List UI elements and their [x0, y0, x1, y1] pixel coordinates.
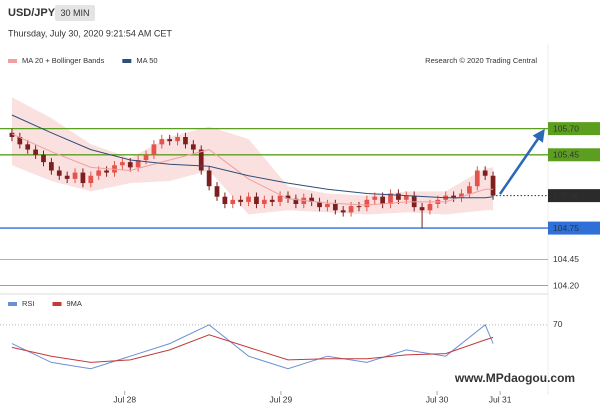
candle-body [277, 195, 283, 202]
timestamp: Thursday, July 30, 2020 9:21:54 AM CET [8, 28, 172, 38]
candle-body [451, 195, 456, 198]
x-tick-label: Jul 30 [426, 394, 449, 404]
rsi-panel: 70 Jul 28 Jul 29 Jul 30 Jul 31 RSI 9MA [0, 299, 563, 404]
candle-body [372, 196, 378, 200]
legend-label: MA 50 [136, 56, 157, 65]
y-tick-label: 70 [553, 319, 563, 329]
candle-body [411, 195, 417, 208]
legend-label: 9MA [67, 299, 82, 308]
candle-body [119, 162, 125, 166]
candle-body [254, 196, 259, 205]
level-label: 105.70 [553, 123, 579, 133]
candle-body [72, 172, 78, 179]
candle-body [135, 160, 141, 168]
symbol: USD/JPY [8, 7, 56, 19]
level-badge [548, 221, 600, 235]
candle-body [269, 199, 275, 202]
candle-body [64, 175, 70, 179]
candle-body [482, 170, 488, 176]
candle-body [490, 175, 496, 196]
indicator-line [11, 334, 494, 363]
candle-body [396, 193, 401, 200]
candle-body [293, 198, 299, 205]
candle-body [143, 154, 149, 161]
candle-body [9, 132, 15, 137]
candle-body [190, 144, 196, 150]
legend-label: MA 20 + Bollinger Bands [22, 56, 105, 65]
candle-body [459, 193, 464, 198]
candle-body [96, 170, 102, 176]
candle-body [317, 201, 322, 208]
candle-body [261, 199, 267, 205]
candle-body [356, 206, 362, 208]
legend-label: RSI [22, 299, 35, 308]
candle-body [127, 162, 133, 168]
legend-swatch [122, 59, 132, 63]
level-badge [548, 122, 600, 136]
candle-body [17, 136, 23, 145]
candle-body [88, 175, 94, 184]
level-label: 105.45 [553, 150, 579, 160]
level-label: 105.06 [553, 190, 579, 200]
candle-body [246, 196, 251, 202]
candle-body [340, 210, 346, 213]
candle-body [49, 162, 54, 171]
candle-body [388, 193, 393, 205]
candle-body [474, 170, 480, 187]
candle-body [175, 136, 180, 142]
candle-body [309, 197, 315, 202]
x-tick-label: Jul 29 [270, 394, 293, 404]
forecast-arrow [498, 128, 545, 195]
x-tick-label: Jul 28 [113, 394, 136, 404]
candle-body [151, 144, 157, 155]
candle-body [364, 199, 370, 208]
candle-body [56, 170, 62, 176]
candle-body [348, 206, 354, 213]
candle-body [230, 199, 236, 205]
level-label: 104.45 [553, 254, 579, 264]
candle-body [332, 204, 338, 211]
candle-body [427, 204, 433, 211]
level-badge [548, 189, 600, 203]
timeframe-badge[interactable] [55, 5, 95, 21]
moving-average [11, 133, 494, 206]
credit: Research © 2020 Trading Central [425, 56, 537, 65]
candle-body [325, 204, 330, 208]
level-label: 104.20 [553, 280, 579, 290]
candle-body [198, 149, 204, 171]
candle-body [167, 139, 173, 142]
candle-body [41, 154, 46, 163]
candle-body [380, 196, 386, 205]
candle-body [222, 196, 228, 205]
timeframe[interactable]: 30 MIN [60, 8, 89, 18]
candle-body [33, 149, 38, 155]
moving-average [11, 114, 494, 199]
candle-body [183, 136, 188, 145]
candle-body [206, 170, 212, 187]
price-panel: 105.70 105.45 105.06 104.75 104.45 104.20 MA 2… [0, 56, 600, 290]
indicator-line [11, 323, 494, 370]
legend-swatch [8, 59, 17, 63]
candle-body [285, 195, 291, 199]
candle-body [104, 170, 109, 173]
candle-body [25, 144, 31, 150]
watermark: www.MPdaogou.com [454, 371, 575, 385]
legend-swatch [8, 302, 17, 306]
candle-body [159, 139, 165, 145]
candle-body [238, 199, 244, 202]
level-label: 104.75 [553, 223, 579, 233]
candle-body [419, 207, 425, 211]
candle-body [403, 195, 409, 200]
level-badge [548, 148, 600, 162]
legend-swatch [52, 302, 62, 306]
candle-body [80, 172, 86, 184]
candle-body [467, 186, 472, 194]
bollinger-band [11, 97, 494, 215]
x-tick-label: Jul 31 [489, 394, 512, 404]
candle-body [214, 186, 220, 197]
